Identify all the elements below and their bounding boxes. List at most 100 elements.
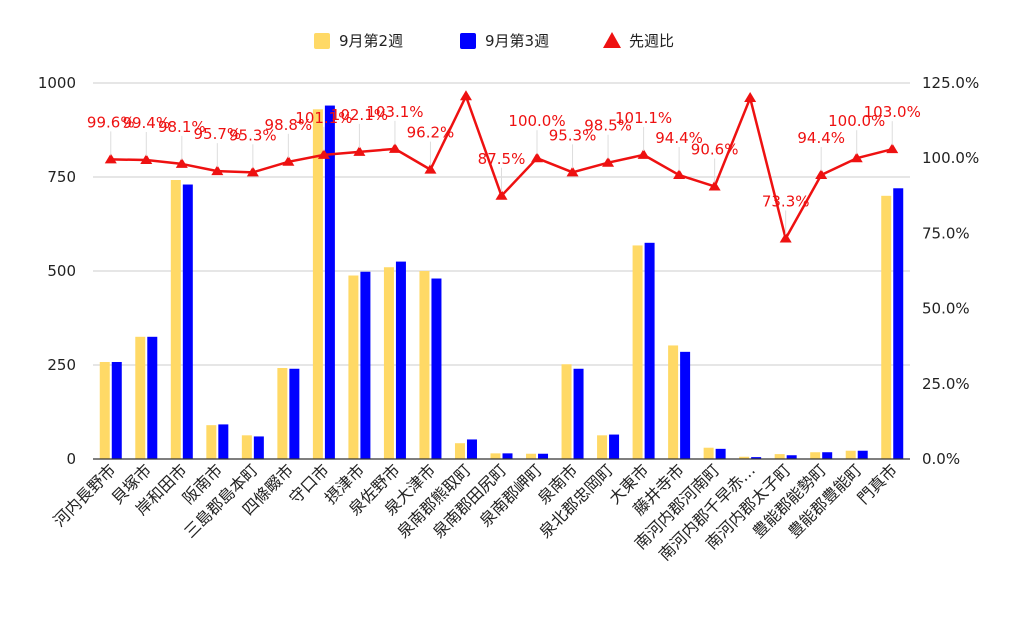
left-tick-label: 250 xyxy=(47,356,76,374)
ratio-label: 95.3% xyxy=(229,126,277,144)
ratio-point xyxy=(459,90,472,101)
bar-week3 xyxy=(182,184,193,459)
ratio-label: 98.8% xyxy=(265,116,313,134)
bar-week3 xyxy=(644,242,655,459)
bar-week3 xyxy=(218,424,229,459)
ratio-point xyxy=(708,180,721,191)
ratio-label: 98.1% xyxy=(158,118,206,136)
category-label: 守口市 xyxy=(285,460,332,507)
ratio-label: 103.1% xyxy=(366,103,423,121)
ratio-label: 102.1% xyxy=(331,106,388,124)
ratio-label: 99.6% xyxy=(87,113,135,131)
ratio-point xyxy=(815,169,828,180)
left-tick-label: 500 xyxy=(47,262,76,280)
bar-week2 xyxy=(632,245,643,459)
ratio-label: 96.2% xyxy=(407,124,455,142)
legend: 9月第2週 9月第3週 先週比 xyxy=(314,32,674,50)
left-tick-label: 750 xyxy=(47,168,76,186)
bar-week3 xyxy=(431,278,442,459)
ratio-label: 103.0% xyxy=(864,103,921,121)
ratio-point xyxy=(602,156,615,167)
bar-week3 xyxy=(324,105,335,459)
right-tick-label: 0.0% xyxy=(922,450,960,468)
ratio-label: 98.5% xyxy=(584,117,632,135)
right-tick-label: 50.0% xyxy=(922,300,970,318)
bar-week3 xyxy=(289,368,300,459)
legend-label: 9月第2週 xyxy=(339,32,403,50)
bar-week2 xyxy=(881,195,892,460)
category-labels: 河内長野市貝塚市岸和田市阪南市三島郡島本町四條畷市守口市摂津市泉佐野市泉大津市泉… xyxy=(50,460,901,564)
right-tick-label: 100.0% xyxy=(922,149,979,167)
ratio-label: 101.1% xyxy=(615,109,672,127)
bar-week2 xyxy=(170,180,181,459)
legend-label: 先週比 xyxy=(629,32,674,50)
right-tick-label: 75.0% xyxy=(922,224,970,242)
ratio-point xyxy=(850,152,863,163)
ratio-label: 100.0% xyxy=(508,112,565,130)
bar-week3 xyxy=(573,368,584,459)
category-label: 門真市 xyxy=(854,460,901,507)
ratio-point xyxy=(673,169,686,180)
ratio-label: 90.6% xyxy=(691,140,739,158)
ratio-labels: 99.6%99.4%98.1%95.7%95.3%98.8%101.1%102.… xyxy=(87,103,921,235)
ratio-point xyxy=(317,148,330,159)
bar-week2 xyxy=(383,267,394,459)
right-axis-ticks: 0.0% 25.0% 50.0% 75.0% 100.0% 125.0% xyxy=(922,74,979,468)
ratio-label: 99.4% xyxy=(122,114,170,132)
legend-label: 9月第3週 xyxy=(485,32,549,50)
bar-week2 xyxy=(135,336,146,459)
ratio-label: 95.3% xyxy=(549,126,597,144)
bar-week2 xyxy=(277,368,288,459)
bar-week2 xyxy=(526,453,537,459)
bar-week3 xyxy=(253,436,264,459)
bar-week2 xyxy=(419,271,430,459)
ratio-label: 101.1% xyxy=(295,109,352,127)
bar-week2 xyxy=(454,443,465,459)
ratio-point xyxy=(779,232,792,243)
ratio-label: 94.4% xyxy=(655,129,703,147)
ratio-point xyxy=(104,153,117,164)
right-tick-label: 125.0% xyxy=(922,74,979,92)
ratio-label: 100.0% xyxy=(828,112,885,130)
bars xyxy=(99,105,904,460)
bar-week2 xyxy=(241,435,252,459)
ratio-point xyxy=(246,166,259,177)
bar-week3 xyxy=(715,448,726,459)
bar-week2 xyxy=(739,456,750,459)
legend-swatch xyxy=(314,33,330,49)
ratio-label: 95.7% xyxy=(193,125,241,143)
bar-week3 xyxy=(395,261,406,459)
bar-week2 xyxy=(668,345,679,459)
bar-week2 xyxy=(561,364,572,459)
legend-marker xyxy=(603,32,621,48)
ratio-line xyxy=(104,90,899,243)
bar-week3 xyxy=(502,453,513,459)
bar-week3 xyxy=(751,457,762,459)
left-axis-ticks: 0 250 500 750 1000 xyxy=(38,74,76,468)
bar-week3 xyxy=(857,450,868,459)
bar-week3 xyxy=(147,336,158,459)
left-tick-label: 0 xyxy=(66,450,76,468)
bar-week2 xyxy=(597,435,608,459)
bar-week3 xyxy=(360,271,371,459)
ratio-point xyxy=(637,148,650,159)
ratio-point xyxy=(495,189,508,200)
right-tick-label: 25.0% xyxy=(922,375,970,393)
bar-week2 xyxy=(99,361,110,459)
bar-week2 xyxy=(774,454,785,459)
ratio-point xyxy=(140,154,153,165)
bar-week3 xyxy=(822,452,833,459)
bar-week3 xyxy=(680,351,691,459)
ratio-point xyxy=(353,145,366,156)
ratio-label: 94.4% xyxy=(797,129,845,147)
ratio-point xyxy=(424,163,437,174)
ratio-point xyxy=(388,142,401,153)
bar-week3 xyxy=(786,455,797,459)
bar-week3 xyxy=(111,361,122,459)
ratio-point xyxy=(744,92,757,103)
bar-week2 xyxy=(810,452,821,459)
bar-week2 xyxy=(206,425,217,459)
ratio-point xyxy=(886,143,899,154)
bar-week2 xyxy=(312,109,323,459)
